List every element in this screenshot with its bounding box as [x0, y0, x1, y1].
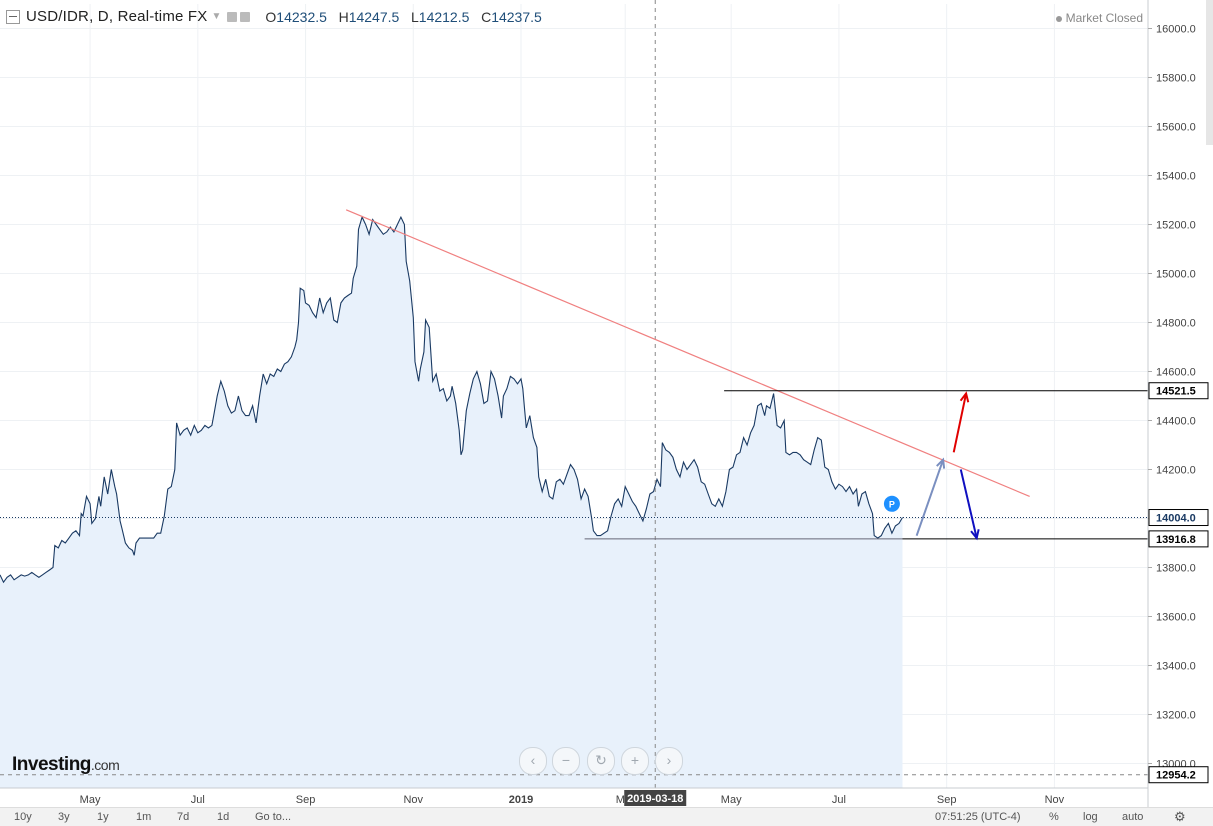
logo-suffix: .com: [90, 757, 120, 773]
y-tick-label: 15600.0: [1156, 122, 1196, 134]
x-tick-label: 2019: [509, 794, 533, 806]
resistance-price-label-box: [1148, 382, 1209, 400]
current-price-label: 14004.0: [1156, 513, 1196, 525]
timeframe-3y[interactable]: 3y: [58, 811, 70, 823]
y-tick-label: 15000.0: [1156, 269, 1196, 281]
x-axis: MayJulSepNov2019MarMayJulSepNov2019-03-1…: [0, 787, 1148, 806]
symbol-title[interactable]: USD/IDR, D, Real-time FX: [26, 8, 208, 25]
market-status: Market Closed: [1055, 11, 1143, 25]
support-price-label-box: [1148, 530, 1209, 548]
percent-toggle[interactable]: %: [1049, 811, 1059, 823]
auto-toggle[interactable]: auto: [1122, 811, 1144, 823]
y-axis: 16000.0 15800.0 15600.0 15400.0 15200.0 15000…: [1147, 0, 1213, 807]
gear-icon[interactable]: ⚙: [1174, 809, 1186, 824]
collapse-icon[interactable]: [6, 9, 20, 24]
timeframe-1y[interactable]: 1y: [97, 811, 109, 823]
eye-icon[interactable]: [227, 11, 238, 22]
arrow-shaft: [915, 459, 945, 536]
arrow-head: [936, 457, 946, 469]
settings-icon[interactable]: [240, 11, 251, 22]
high-value: 14247.5: [348, 8, 400, 25]
y-tick-label: 14600.0: [1156, 367, 1196, 379]
ohlc-readout: O14232.5 H14247.5 L14212.5 C14237.5: [265, 9, 541, 25]
x-tick-label: Jul: [191, 794, 205, 806]
log-toggle[interactable]: log: [1083, 811, 1098, 823]
support-price-label: 13916.8: [1156, 534, 1196, 546]
scroll-right-button[interactable]: ›: [655, 747, 683, 775]
current-price-label-box: [1148, 509, 1209, 527]
y-tick-label: 15400.0: [1156, 171, 1196, 183]
chevron-down-icon[interactable]: ▼: [211, 11, 222, 22]
timeframe-1d[interactable]: 1d: [217, 811, 230, 823]
zoom-in-button[interactable]: +: [621, 747, 649, 775]
y-tick-label: 14400.0: [1156, 416, 1196, 428]
marker-label: P: [889, 499, 895, 509]
close-label: C: [481, 8, 492, 25]
marker-circle: [883, 495, 900, 512]
chart-header: USD/IDR, D, Real-time FX ▼ O14232.5 H142…: [6, 8, 542, 25]
price-area: [0, 217, 903, 789]
x-tick-label: Nov: [403, 794, 423, 806]
high-label: H: [338, 8, 349, 25]
low-value: 14212.5: [418, 8, 470, 25]
y-tick-label: 13600.0: [1156, 612, 1196, 624]
arrow-shaft: [959, 469, 978, 539]
trend-line: [345, 209, 1030, 498]
bottom-toolbar: 10y 3y 1y 1m 7d 1d Go to... 07:51:25 (UT…: [0, 807, 1213, 826]
x-tick-label: May: [721, 794, 742, 806]
y-tick-label: 14200.0: [1156, 465, 1196, 477]
x-tick-label: Sep: [296, 794, 316, 806]
y-tick-label: 15800.0: [1156, 73, 1196, 85]
low-label: L: [410, 8, 419, 25]
timeframe-1m[interactable]: 1m: [136, 811, 152, 823]
clock-readout: 07:51:25 (UTC-4): [935, 811, 1021, 823]
x-tick-label: May: [80, 794, 101, 806]
low-price-label-box: [1148, 766, 1209, 784]
status-dot-icon: [1055, 15, 1062, 22]
crosshair-date-box: [624, 790, 687, 806]
reset-chart-button[interactable]: ↻: [587, 747, 615, 775]
y-tick-label: 16000.0: [1156, 24, 1196, 36]
goto-date-button[interactable]: Go to...: [255, 811, 292, 823]
low-price-label: 12954.2: [1156, 770, 1196, 782]
arrow-head: [970, 529, 980, 541]
x-tick-label: Nov: [1045, 794, 1065, 806]
resistance-price-label: 14521.5: [1156, 386, 1196, 398]
y-axis-panel: [1148, 0, 1213, 807]
timeframe-7d[interactable]: 7d: [177, 811, 190, 823]
arrow-shaft: [952, 393, 968, 453]
close-value: 14237.5: [491, 8, 542, 25]
y-tick-label: 15200.0: [1156, 220, 1196, 232]
x-tick-label: Jul: [832, 794, 846, 806]
open-label: O: [265, 8, 277, 25]
y-tick-label: 14800.0: [1156, 318, 1196, 330]
y-tick-label: 13400.0: [1156, 661, 1196, 673]
y-tick-label: 13800.0: [1156, 563, 1196, 575]
crosshair-date-label: 2019-03-18: [627, 793, 683, 805]
arrow-head: [959, 391, 970, 403]
scroll-left-button[interactable]: ‹: [519, 747, 547, 775]
overlays: P: [0, 0, 1148, 788]
zoom-out-button[interactable]: −: [552, 747, 580, 775]
investing-logo: Investing.com: [12, 754, 120, 776]
x-tick-label: Sep: [937, 794, 957, 806]
price-line: [0, 215, 903, 584]
timeframe-10y[interactable]: 10y: [14, 811, 32, 823]
open-value: 14232.5: [276, 8, 327, 25]
y-tick-label: 13200.0: [1156, 710, 1196, 722]
market-status-text: Market Closed: [1065, 11, 1143, 25]
logo-text: Investing: [12, 754, 91, 775]
scrollbar-thumb: [1206, 0, 1213, 145]
